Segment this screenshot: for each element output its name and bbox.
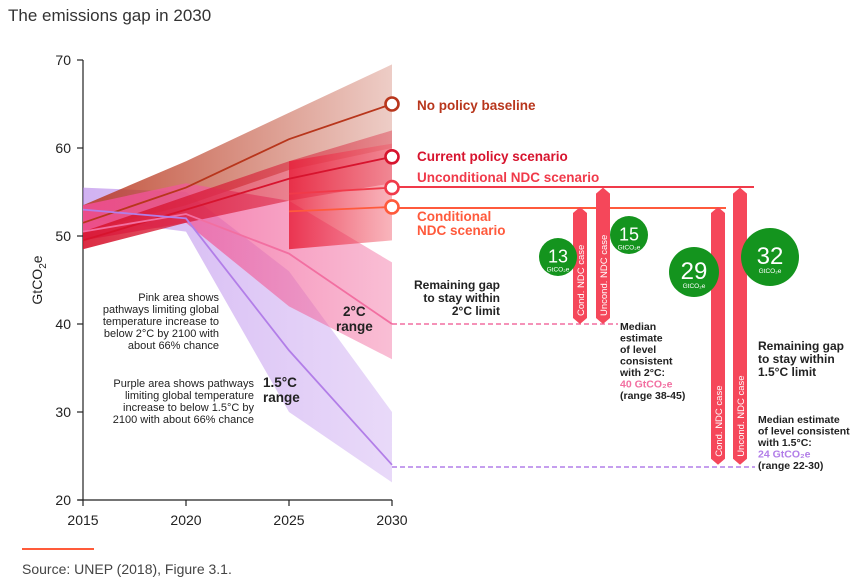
gap-2c-line: 2°C limit [452,304,500,318]
source-rule [22,548,94,550]
current-policy-label: Current policy scenario [417,149,568,164]
endpoint-marker [384,199,400,215]
gap-value-bubble [539,238,577,276]
source-note: Source: UNEP (2018), Figure 3.1. [22,561,232,577]
median-15c-line: Median estimate [758,414,840,426]
line-current-policy-scenario [82,155,393,242]
gap-2c-line: to stay within [423,291,500,305]
x-tick-label: 2020 [170,512,201,528]
median-2c-line: of level [620,344,656,356]
gap-bar-label: Uncond. NDC case [736,375,747,456]
gap-bar-label: Uncond. NDC case [599,235,610,316]
uncond-ndc-label: Unconditional NDC scenario [417,170,599,185]
y-axis-label: GtCO2e [29,255,49,304]
y-tick-label: 70 [55,52,71,68]
band-unconditional-ndc-scenario [289,143,392,250]
gap-value: 15 [619,224,639,244]
page-title: The emissions gap in 2030 [8,6,212,25]
line-1-5-c-range [82,208,393,466]
median-2c-line: consistent [620,356,673,368]
endpoint-marker [384,179,400,196]
y-tick-label: 60 [55,140,71,156]
y-tick-label: 50 [55,228,71,244]
purple-note-line: Purple area shows pathways [113,378,254,390]
median-2c-line: with 2°C: [619,367,665,379]
median-15c-value: 24 GtCO₂e [758,449,811,461]
gap-unit: GtCO₂e [547,266,570,273]
gap-value-bubble [741,228,799,286]
no-policy-label: No policy baseline [417,98,536,113]
gap-bar-label: Cond. NDC case [576,245,587,316]
x-tick-label: 2025 [273,512,304,528]
gap-2c-line: Remaining gap [414,278,500,292]
purple-note-line: limiting global temperature [125,390,254,402]
gap-value-bubble [610,216,648,254]
y-tick-label: 20 [55,492,71,508]
pink-note-line: pathways limiting global [103,304,219,316]
median-15c-range: (range 22-30) [758,460,823,472]
x-tick-label: 2030 [376,512,407,528]
endpoint-marker [384,96,400,112]
gap-unit: GtCO₂e [759,268,782,275]
line-2-c-range [82,213,393,325]
cond-ndc-label-line1: Conditional [417,209,491,224]
median-2c-line: Median [620,321,656,333]
gap-value: 29 [681,258,708,285]
gap-value: 32 [757,243,784,270]
y-tick-label: 30 [55,404,71,420]
pink-note-line: Pink area shows [138,292,219,304]
endpoint-marker [384,149,400,165]
median-2c-value: 40 GtCO₂e [620,379,673,391]
range-15c-label-line2: range [263,390,300,405]
gap-unit: GtCO₂e [683,283,706,290]
gap-value: 13 [548,246,568,266]
gap-15c-line: Remaining gap [758,339,844,353]
pink-note-line: temperature increase to [103,316,219,328]
range-15c-label-line1: 1.5°C [263,375,297,390]
band-1-5-c-range [83,187,392,483]
gap-unit: GtCO₂e [618,244,641,251]
line-conditional-ndc-scenario [288,206,393,213]
cond-ndc-label-line2: NDC scenario [417,223,506,238]
gap-15c-line: 1.5°C limit [758,365,816,379]
gap-15c-line: to stay within [758,352,835,366]
purple-note-line: 2100 with about 66% chance [113,414,254,426]
median-15c-line: of level consistent [758,426,850,438]
pink-note-line: about 66% chance [128,340,219,352]
median-15c-line: with 1.5°C: [757,437,812,449]
median-2c-range: (range 38-45) [620,390,685,402]
line-no-policy-baseline [82,103,393,224]
axes [78,60,392,501]
gap-bar [596,187,610,324]
range-2c-label-line2: range [336,319,373,334]
gap-bar [573,206,587,324]
x-tick-label: 2015 [67,512,98,528]
line-unconditional-ndc-scenario [288,186,393,195]
median-2c-line: estimate [620,333,663,345]
pink-note-line: below 2°C by 2100 with [104,328,219,340]
range-2c-label-line1: 2°C [343,304,366,319]
gap-bar-label: Cond. NDC case [714,386,725,457]
gap-value-bubble [669,247,719,297]
purple-note-line: increase to below 1.5°C by [123,402,254,414]
y-tick-label: 40 [55,316,71,332]
